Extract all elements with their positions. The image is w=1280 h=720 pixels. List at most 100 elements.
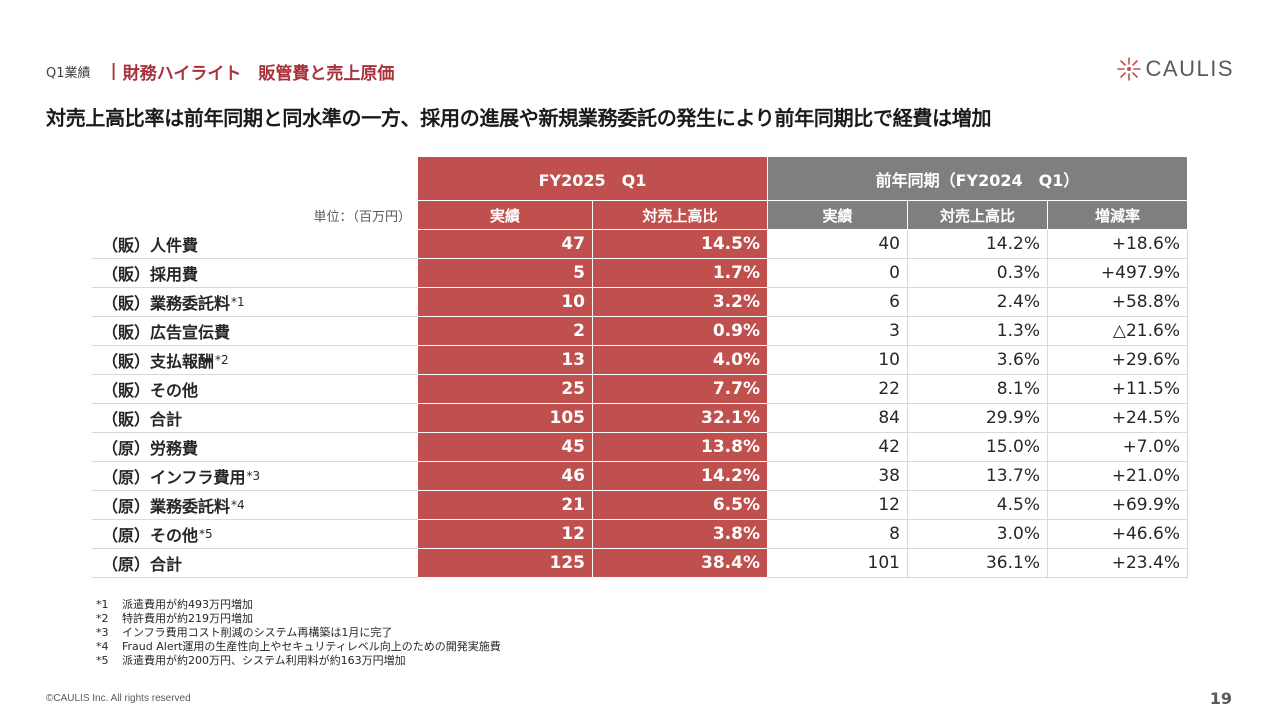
slide-header: Q1業績 | 財務ハイライト 販管費と売上原価	[46, 60, 395, 84]
header-blank	[92, 157, 418, 201]
table-row: （原）その他 *5 12 3.8% 8 3.0% +46.6%	[92, 520, 1188, 549]
row-label: （原）労務費	[92, 433, 418, 462]
logo-text: CAULIS	[1145, 56, 1234, 81]
cell-current-ratio: 3.8%	[593, 520, 768, 549]
row-label-text: （販）採用費	[102, 265, 199, 284]
unit-label: 単位：（百万円）	[92, 201, 418, 230]
cell-current-ratio: 6.5%	[593, 491, 768, 520]
row-label-text: （原）労務費	[102, 439, 199, 458]
col-header-current-ratio: 対売上高比	[593, 201, 768, 230]
cell-prior-ratio: 0.3%	[908, 259, 1048, 288]
cell-prior-actual: 6	[768, 288, 908, 317]
footnote: *4 Fraud Alert運用の生産性向上やセキュリティレベル向上のための開発実…	[96, 640, 501, 653]
cell-current-ratio: 7.7%	[593, 375, 768, 404]
cell-change-rate: +46.6%	[1048, 520, 1188, 549]
page-headline: 対売上高比率は前年同期と同水準の一方、採用の進展や新規業務委託の発生により前年同…	[46, 106, 992, 130]
cell-change-rate: +69.9%	[1048, 491, 1188, 520]
cell-current-ratio: 38.4%	[593, 549, 768, 578]
cell-current-ratio: 13.8%	[593, 433, 768, 462]
cell-prior-ratio: 4.5%	[908, 491, 1048, 520]
section-title: 財務ハイライト 販管費と売上原価	[122, 63, 395, 84]
cell-change-rate: +497.9%	[1048, 259, 1188, 288]
cell-prior-ratio: 8.1%	[908, 375, 1048, 404]
table-row: （販）その他 25 7.7% 22 8.1% +11.5%	[92, 375, 1188, 404]
col-header-current-actual: 実績	[418, 201, 593, 230]
row-note-marker: *5	[199, 527, 213, 541]
cell-current-actual: 45	[418, 433, 593, 462]
row-note-marker: *1	[231, 295, 245, 309]
row-label-text: （原）その他	[102, 526, 199, 545]
cell-prior-ratio: 14.2%	[908, 230, 1048, 259]
page-number: 19	[1209, 689, 1232, 708]
table-row: （販）人件費 47 14.5% 40 14.2% +18.6%	[92, 230, 1188, 259]
cell-change-rate: +58.8%	[1048, 288, 1188, 317]
cell-current-actual: 10	[418, 288, 593, 317]
row-label-text: （販）合計	[102, 410, 183, 429]
cell-prior-actual: 10	[768, 346, 908, 375]
cell-current-actual: 46	[418, 462, 593, 491]
copyright: ©CAULIS Inc. All rights reserved	[46, 693, 191, 704]
table-row: （販）支払報酬 *2 13 4.0% 10 3.6% +29.6%	[92, 346, 1188, 375]
cell-change-rate: +21.0%	[1048, 462, 1188, 491]
footnotes: *1 派遣費用が約493万円増加 *2 特許費用が約219万円増加 *3 インフラ費用…	[96, 598, 501, 668]
col-header-prior-ratio: 対売上高比	[908, 201, 1048, 230]
footnote: *5 派遣費用が約200万円、システム利用料が約163万円増加	[96, 654, 406, 667]
cell-current-actual: 105	[418, 404, 593, 433]
cell-prior-actual: 40	[768, 230, 908, 259]
table-row: （販）広告宣伝費 2 0.9% 3 1.3% △21.6%	[92, 317, 1188, 346]
row-label-text: （販）支払報酬	[102, 352, 215, 371]
table-row: （原）インフラ費用 *3 46 14.2% 38 13.7% +21.0%	[92, 462, 1188, 491]
row-note-marker: *3	[246, 469, 261, 483]
cell-change-rate: +18.6%	[1048, 230, 1188, 259]
cell-current-ratio: 4.0%	[593, 346, 768, 375]
cell-change-rate: +7.0%	[1048, 433, 1188, 462]
row-label: （販）採用費	[92, 259, 418, 288]
caulis-mark-icon	[1116, 57, 1141, 81]
table-group-header: FY2025 Q1 前年同期（FY2024 Q1）	[92, 157, 1188, 201]
expense-table: FY2025 Q1 前年同期（FY2024 Q1） 単位：（百万円） 実績 対売…	[92, 157, 1188, 578]
cell-current-actual: 12	[418, 520, 593, 549]
cell-prior-ratio: 29.9%	[908, 404, 1048, 433]
cell-current-ratio: 14.2%	[593, 462, 768, 491]
breadcrumb: Q1業績	[46, 65, 91, 81]
row-label: （販）合計	[92, 404, 418, 433]
cell-current-ratio: 1.7%	[593, 259, 768, 288]
caulis-logo: CAULIS	[1116, 56, 1234, 82]
cell-prior-actual: 3	[768, 317, 908, 346]
cell-prior-actual: 8	[768, 520, 908, 549]
table-column-header: 単位：（百万円） 実績 対売上高比 実績 対売上高比 増減率	[92, 201, 1188, 230]
cell-current-actual: 5	[418, 259, 593, 288]
row-label-text: （販）業務委託料	[102, 294, 231, 313]
cell-change-rate: +24.5%	[1048, 404, 1188, 433]
group-current-header: FY2025 Q1	[418, 157, 768, 201]
row-label-text: （原）合計	[102, 555, 183, 574]
group-prior-header: 前年同期（FY2024 Q1）	[768, 157, 1188, 201]
header-separator: |	[110, 61, 117, 81]
row-label: （原）その他 *5	[92, 520, 418, 549]
cell-prior-actual: 0	[768, 259, 908, 288]
table-row: （原）業務委託料 *4 21 6.5% 12 4.5% +69.9%	[92, 491, 1188, 520]
cell-prior-actual: 12	[768, 491, 908, 520]
row-label-text: （原）インフラ費用	[102, 468, 246, 487]
row-note-marker: *4	[231, 498, 245, 512]
row-label-text: （販）広告宣伝費	[102, 323, 231, 342]
row-label: （販）業務委託料 *1	[92, 288, 418, 317]
row-label-text: （原）業務委託料	[102, 497, 231, 516]
cell-current-ratio: 14.5%	[593, 230, 768, 259]
col-header-prior-actual: 実績	[768, 201, 908, 230]
row-label: （販）支払報酬 *2	[92, 346, 418, 375]
row-label-text: （販）その他	[102, 381, 199, 400]
table-row: （原）労務費 45 13.8% 42 15.0% +7.0%	[92, 433, 1188, 462]
row-label: （原）インフラ費用 *3	[92, 462, 418, 491]
cell-current-actual: 21	[418, 491, 593, 520]
row-label-text: （販）人件費	[102, 236, 199, 255]
cell-current-actual: 13	[418, 346, 593, 375]
cell-prior-ratio: 2.4%	[908, 288, 1048, 317]
cell-prior-actual: 84	[768, 404, 908, 433]
row-label: （販）その他	[92, 375, 418, 404]
cell-prior-actual: 42	[768, 433, 908, 462]
cell-change-rate: +29.6%	[1048, 346, 1188, 375]
cell-current-actual: 2	[418, 317, 593, 346]
row-label: （原）合計	[92, 549, 418, 578]
cell-current-actual: 47	[418, 230, 593, 259]
